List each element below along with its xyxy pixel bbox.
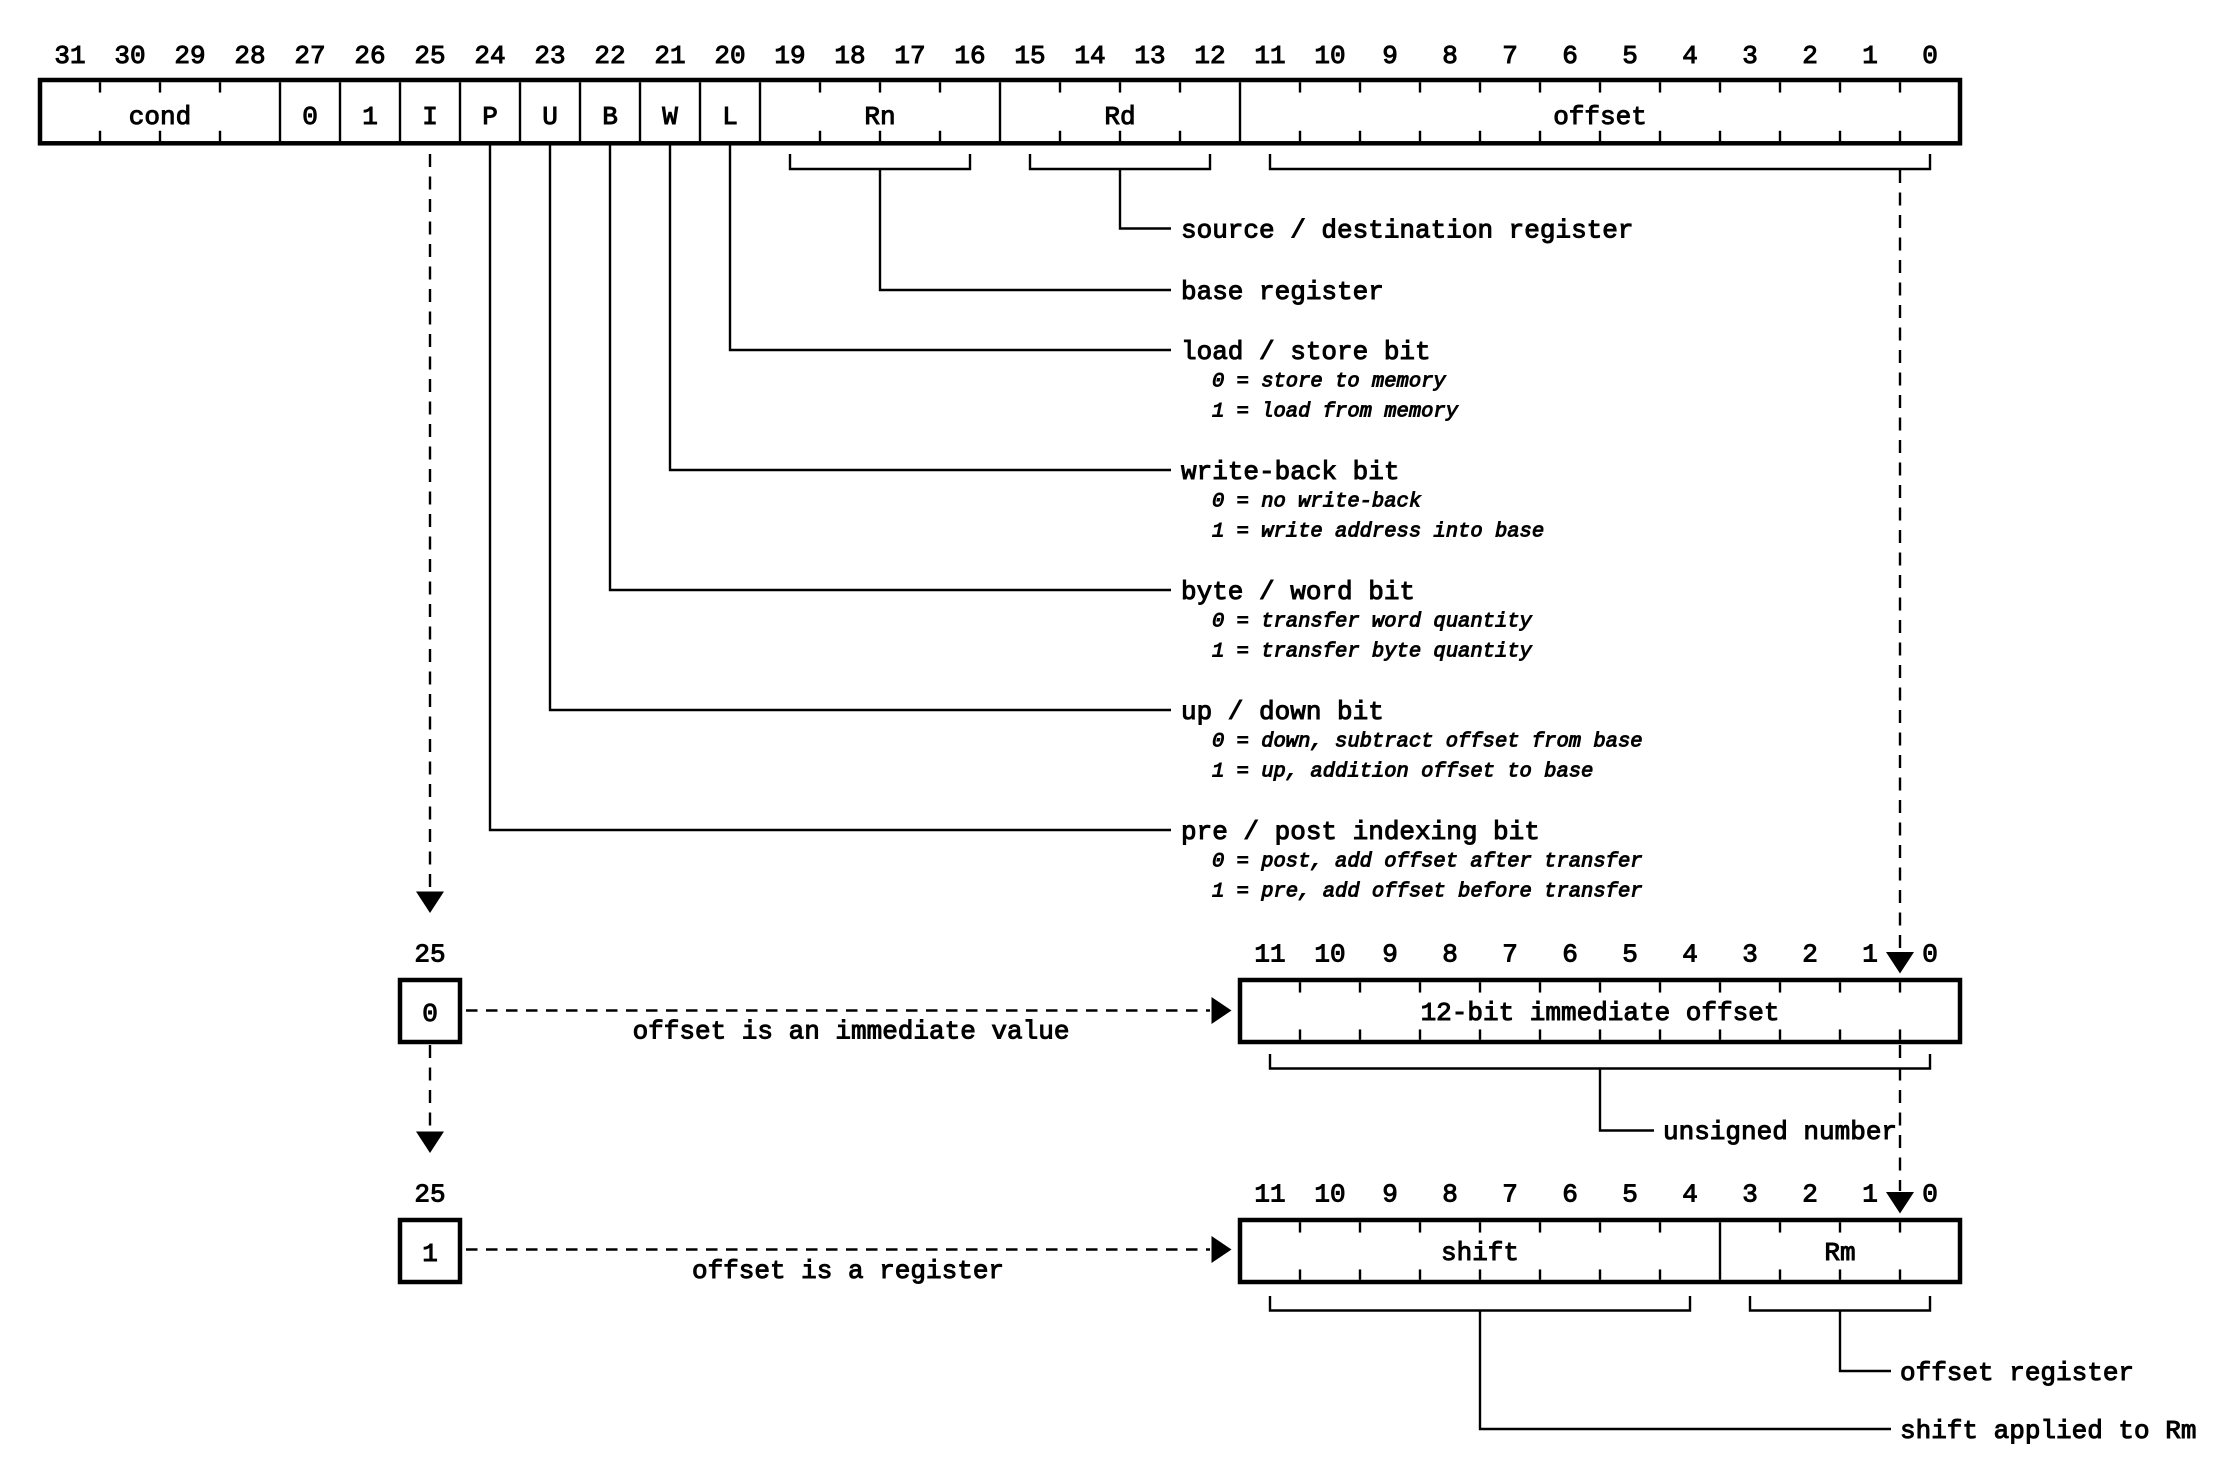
svg-text:1: 1 (1862, 940, 1878, 970)
svg-text:23: 23 (534, 41, 565, 71)
svg-text:offset: offset (1553, 102, 1647, 132)
svg-text:7: 7 (1502, 41, 1518, 71)
svg-text:3: 3 (1742, 940, 1758, 970)
svg-text:up / down bit: up / down bit (1181, 697, 1384, 727)
svg-text:shift: shift (1441, 1238, 1519, 1268)
svg-text:3: 3 (1742, 41, 1758, 71)
svg-text:unsigned number: unsigned number (1663, 1117, 1897, 1147)
svg-text:9: 9 (1382, 1180, 1398, 1210)
svg-text:25: 25 (414, 940, 445, 970)
svg-text:26: 26 (354, 41, 385, 71)
svg-text:14: 14 (1074, 41, 1105, 71)
svg-text:base register: base register (1181, 277, 1384, 307)
svg-text:9: 9 (1382, 41, 1398, 71)
svg-text:2: 2 (1802, 1180, 1818, 1210)
svg-text:1 = transfer byte quantity: 1 = transfer byte quantity (1212, 641, 1533, 664)
svg-text:16: 16 (954, 41, 985, 71)
svg-text:1: 1 (422, 1239, 438, 1269)
svg-text:5: 5 (1622, 1180, 1638, 1210)
svg-text:1 = load from memory: 1 = load from memory (1212, 401, 1459, 424)
svg-text:2: 2 (1802, 41, 1818, 71)
svg-text:12: 12 (1194, 41, 1225, 71)
svg-text:pre / post indexing bit: pre / post indexing bit (1181, 817, 1540, 847)
svg-text:15: 15 (1014, 41, 1045, 71)
svg-text:6: 6 (1562, 1180, 1578, 1210)
svg-text:Rn: Rn (864, 102, 895, 132)
svg-text:I: I (422, 102, 438, 132)
svg-text:6: 6 (1562, 41, 1578, 71)
svg-text:17: 17 (894, 41, 925, 71)
svg-text:8: 8 (1442, 41, 1458, 71)
svg-text:27: 27 (294, 41, 325, 71)
svg-text:5: 5 (1622, 41, 1638, 71)
svg-text:0 = transfer word quantity: 0 = transfer word quantity (1212, 611, 1533, 634)
svg-text:1 = up, addition offset to bas: 1 = up, addition offset to base (1212, 761, 1593, 784)
svg-text:10: 10 (1314, 41, 1345, 71)
svg-text:28: 28 (234, 41, 265, 71)
svg-text:0 = store to memory: 0 = store to memory (1212, 371, 1446, 394)
svg-text:L: L (722, 102, 738, 132)
svg-text:1: 1 (1862, 1180, 1878, 1210)
svg-text:1: 1 (1862, 41, 1878, 71)
svg-text:8: 8 (1442, 940, 1458, 970)
svg-text:0 = down, subtract offset from: 0 = down, subtract offset from base (1212, 731, 1643, 754)
svg-text:8: 8 (1442, 1180, 1458, 1210)
svg-text:Rm: Rm (1824, 1238, 1855, 1268)
svg-text:6: 6 (1562, 940, 1578, 970)
svg-text:offset is an immediate value: offset is an immediate value (633, 1017, 1070, 1047)
svg-text:5: 5 (1622, 940, 1638, 970)
svg-text:29: 29 (174, 41, 205, 71)
svg-text:3: 3 (1742, 1180, 1758, 1210)
svg-text:write-back bit: write-back bit (1181, 457, 1399, 487)
svg-text:0: 0 (1922, 41, 1938, 71)
svg-text:1 = pre, add offset before tra: 1 = pre, add offset before transfer (1212, 881, 1643, 904)
svg-text:0 = post, add offset after tra: 0 = post, add offset after transfer (1212, 851, 1643, 874)
svg-text:30: 30 (114, 41, 145, 71)
svg-text:offset is a register: offset is a register (692, 1256, 1004, 1286)
svg-text:byte / word bit: byte / word bit (1181, 577, 1415, 607)
svg-text:cond: cond (129, 102, 191, 132)
svg-text:2: 2 (1802, 940, 1818, 970)
svg-text:0 = no write-back: 0 = no write-back (1212, 491, 1422, 514)
svg-text:shift applied to Rm: shift applied to Rm (1900, 1416, 2196, 1446)
svg-text:18: 18 (834, 41, 865, 71)
svg-text:31: 31 (54, 41, 85, 71)
svg-text:10: 10 (1314, 1180, 1345, 1210)
svg-text:load / store bit: load / store bit (1181, 337, 1431, 367)
svg-text:11: 11 (1254, 41, 1285, 71)
svg-text:24: 24 (474, 41, 505, 71)
svg-text:offset register: offset register (1900, 1358, 2134, 1388)
svg-text:0: 0 (302, 102, 318, 132)
svg-text:B: B (602, 102, 618, 132)
svg-text:22: 22 (594, 41, 625, 71)
svg-text:11: 11 (1254, 1180, 1285, 1210)
svg-text:11: 11 (1254, 940, 1285, 970)
svg-text:12-bit immediate offset: 12-bit immediate offset (1421, 998, 1780, 1028)
svg-text:13: 13 (1134, 41, 1165, 71)
svg-text:4: 4 (1682, 940, 1698, 970)
svg-text:4: 4 (1682, 1180, 1698, 1210)
svg-text:20: 20 (714, 41, 745, 71)
svg-text:25: 25 (414, 41, 445, 71)
svg-text:1 = write address into base: 1 = write address into base (1212, 521, 1544, 544)
svg-text:19: 19 (774, 41, 805, 71)
svg-text:W: W (662, 102, 678, 132)
svg-text:Rd: Rd (1104, 102, 1135, 132)
svg-text:P: P (482, 102, 498, 132)
svg-text:25: 25 (414, 1180, 445, 1210)
svg-text:source / destination register: source / destination register (1181, 216, 1633, 246)
svg-text:0: 0 (422, 999, 438, 1029)
svg-text:21: 21 (654, 41, 685, 71)
svg-text:0: 0 (1922, 940, 1938, 970)
svg-text:10: 10 (1314, 940, 1345, 970)
svg-text:7: 7 (1502, 940, 1518, 970)
svg-text:0: 0 (1922, 1180, 1938, 1210)
svg-text:U: U (542, 102, 558, 132)
svg-text:1: 1 (362, 102, 378, 132)
svg-text:7: 7 (1502, 1180, 1518, 1210)
svg-text:4: 4 (1682, 41, 1698, 71)
svg-text:9: 9 (1382, 940, 1398, 970)
